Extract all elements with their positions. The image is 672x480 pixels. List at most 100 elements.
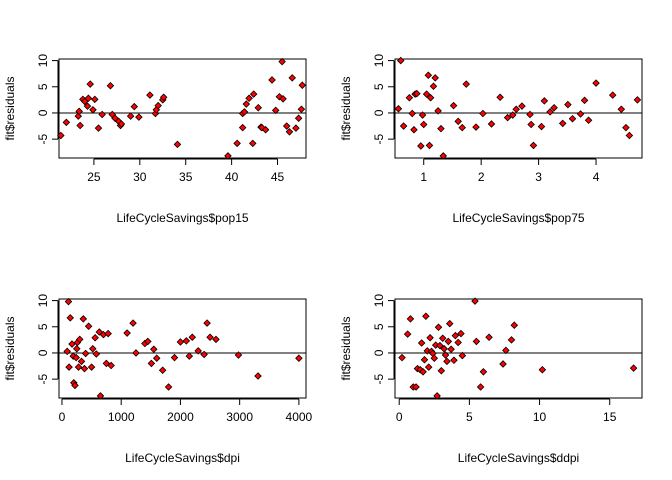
data-point	[403, 330, 412, 338]
data-point	[66, 314, 75, 322]
data-point	[295, 354, 303, 362]
y-axis: -5 0 5 10	[36, 54, 59, 144]
data-point	[458, 123, 466, 132]
data-point	[451, 331, 460, 340]
data-point	[487, 120, 496, 128]
data-point	[126, 112, 135, 120]
data-point	[159, 93, 168, 102]
y-tick-label: 5	[36, 83, 50, 90]
data-point	[150, 345, 158, 354]
y-axis: -5 0 5 10	[372, 54, 395, 144]
x-tick-label: 40	[225, 170, 239, 184]
x-tick-label: 2000	[167, 410, 194, 424]
data-point	[292, 124, 300, 132]
data-point	[419, 368, 427, 376]
data-point	[154, 101, 162, 110]
data-point	[617, 105, 626, 114]
residual-points	[57, 57, 307, 160]
data-point	[98, 110, 106, 119]
data-point	[147, 359, 156, 368]
data-point	[104, 329, 112, 338]
data-point	[485, 333, 493, 342]
data-point	[426, 333, 434, 342]
y-tick-label: -5	[36, 373, 50, 384]
y-axis-label: fit$residuals	[339, 316, 353, 380]
data-point	[224, 152, 232, 160]
data-point	[499, 360, 507, 368]
data-point	[294, 114, 303, 122]
data-point	[84, 94, 93, 103]
data-point	[580, 96, 589, 105]
data-point	[129, 319, 137, 327]
data-point	[91, 333, 99, 342]
data-point	[527, 120, 535, 129]
data-point	[540, 97, 549, 105]
data-point	[62, 118, 71, 127]
data-point	[152, 354, 161, 362]
data-point	[537, 122, 546, 131]
x-axis-label: LifeCycleSavings$ddpi	[458, 451, 579, 465]
data-point	[496, 93, 504, 102]
x-tick-label: 4	[593, 170, 600, 184]
data-point	[510, 321, 519, 329]
y-tick-label: -5	[36, 133, 50, 144]
data-point	[117, 120, 126, 128]
panel-ddpi: 0 5 10 15 -5 0 5 10 LifeCycleSavings$ddpi fit$…	[339, 294, 643, 465]
data-point	[502, 346, 510, 355]
data-point	[408, 109, 416, 118]
data-point	[194, 347, 202, 355]
data-point	[240, 108, 249, 116]
x-tick-label: 15	[603, 410, 617, 424]
data-point	[185, 352, 194, 360]
data-point	[584, 116, 593, 125]
data-point	[568, 114, 577, 123]
data-point	[410, 125, 418, 134]
data-point	[86, 80, 94, 88]
x-tick-label: 1	[420, 170, 427, 184]
data-point	[472, 337, 481, 346]
data-point	[433, 392, 441, 400]
y-tick-label: 0	[372, 349, 386, 356]
data-point	[75, 335, 84, 344]
data-point	[622, 123, 630, 132]
y-tick-label: 10	[36, 54, 50, 68]
data-point	[457, 329, 465, 338]
y-axis-label: fit$residuals	[3, 76, 17, 140]
y-tick-label: 0	[36, 349, 50, 356]
data-point	[188, 333, 197, 342]
data-point	[87, 363, 96, 371]
data-point	[447, 345, 455, 354]
data-point	[182, 337, 191, 345]
data-point	[592, 79, 600, 87]
data-point	[608, 91, 617, 99]
data-point	[271, 106, 280, 115]
data-point	[472, 123, 480, 131]
data-point	[399, 122, 408, 130]
x-axis-label: LifeCycleSavings$pop75	[452, 211, 584, 225]
data-point	[503, 113, 512, 122]
data-point	[254, 103, 263, 112]
data-point	[254, 372, 262, 380]
data-point	[248, 139, 257, 148]
data-point	[439, 152, 448, 160]
x-tick-label: 3	[535, 170, 542, 184]
data-point	[398, 353, 406, 362]
data-point	[526, 110, 534, 119]
data-point	[88, 344, 97, 353]
data-point	[279, 95, 287, 103]
y-axis: -5 0 5 10	[36, 294, 59, 384]
data-point	[471, 297, 479, 305]
y-tick-label: 10	[372, 294, 386, 308]
data-point	[438, 334, 447, 343]
data-point	[206, 333, 214, 342]
y-tick-label: 0	[372, 109, 386, 116]
data-point	[458, 351, 467, 360]
data-point	[203, 319, 211, 327]
data-point	[79, 315, 88, 323]
data-point	[454, 338, 462, 347]
data-point	[80, 364, 89, 373]
data-point	[454, 117, 462, 126]
panel-pop75: 1 2 3 4 -5 0 5 10 LifeCycleSavings$pop75 fit$r…	[339, 54, 643, 225]
data-point	[298, 81, 307, 89]
data-point	[91, 95, 99, 104]
